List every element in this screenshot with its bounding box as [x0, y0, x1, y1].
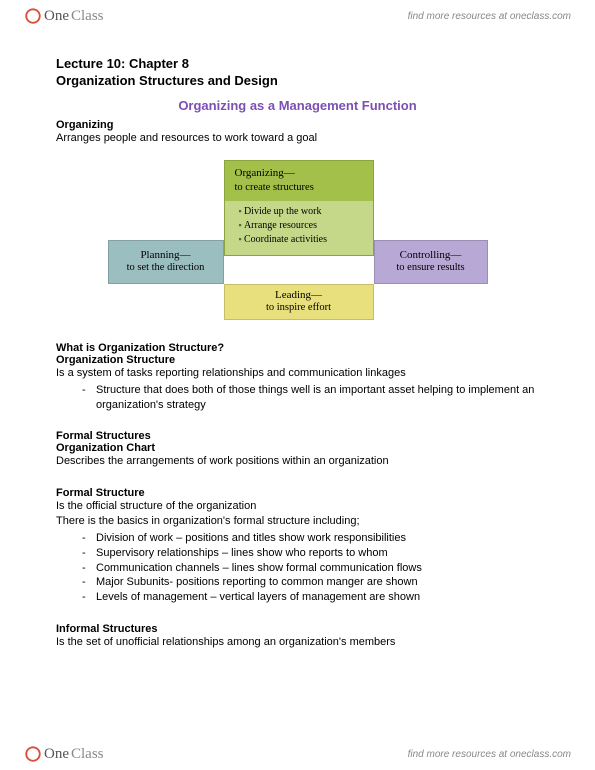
lecture-subtitle: Organization Structures and Design — [56, 73, 539, 88]
formal-bullet: Communication channels – lines show form… — [96, 561, 539, 576]
brand-logo: OneClass — [24, 7, 104, 25]
what-is-head: What is Organization Structure? — [56, 342, 539, 354]
organizing-item: Divide up the work — [239, 205, 363, 219]
organizing-head: Organizing — [56, 119, 539, 131]
organizing-body: Arranges people and resources to work to… — [56, 131, 539, 146]
informal-body: Is the set of unofficial relationships a… — [56, 635, 539, 650]
formal-structures-head: Formal Structures — [56, 430, 539, 442]
header-tagline: find more resources at oneclass.com — [408, 11, 571, 22]
formal-structure-body1: Is the official structure of the organiz… — [56, 499, 539, 514]
leading-box-sub: to inspire effort — [225, 302, 373, 315]
planning-box-sub: to set the direction — [109, 262, 223, 275]
formal-structure-head: Formal Structure — [56, 487, 539, 499]
formal-bullet: Supervisory relationships – lines show w… — [96, 546, 539, 561]
planning-box-title: Planning— — [109, 249, 223, 262]
org-structure-body: Is a system of tasks reporting relations… — [56, 366, 539, 381]
diagram-box-leading: Leading— to inspire effort — [224, 284, 374, 320]
logo-text-class: Class — [71, 8, 104, 25]
formal-bullet: Levels of management – vertical layers o… — [96, 590, 539, 605]
diagram-container: Organizing— to create structures Divide … — [56, 160, 539, 320]
logo-text-class: Class — [71, 746, 104, 763]
page-header: OneClass find more resources at oneclass… — [0, 0, 595, 32]
diagram-box-organizing: Organizing— to create structures Divide … — [224, 160, 374, 256]
footer-tagline: find more resources at oneclass.com — [408, 749, 571, 760]
org-structure-head: Organization Structure — [56, 354, 539, 366]
diagram-box-controlling: Controlling— to ensure results — [374, 240, 488, 284]
leading-box-title: Leading— — [225, 289, 373, 302]
logo-text-one: One — [44, 746, 69, 763]
org-structure-bullet: Structure that does both of those things… — [96, 383, 539, 413]
management-functions-diagram: Organizing— to create structures Divide … — [108, 160, 488, 320]
formal-structure-body2: There is the basics in organization's fo… — [56, 514, 539, 529]
logo-icon — [24, 745, 42, 763]
organizing-box-title: Organizing— — [225, 161, 373, 182]
page-footer: OneClass find more resources at oneclass… — [0, 738, 595, 770]
organizing-item: Arrange resources — [239, 219, 363, 233]
section-heading-purple: Organizing as a Management Function — [56, 98, 539, 113]
logo-text-one: One — [44, 8, 69, 25]
brand-logo-footer: OneClass — [24, 745, 104, 763]
org-chart-body: Describes the arrangements of work posit… — [56, 454, 539, 469]
diagram-box-planning: Planning— to set the direction — [108, 240, 224, 284]
organizing-item: Coordinate activities — [239, 233, 363, 247]
organizing-box-body: Divide up the work Arrange resources Coo… — [225, 201, 373, 255]
informal-head: Informal Structures — [56, 623, 539, 635]
controlling-box-title: Controlling— — [375, 249, 487, 262]
formal-bullet: Division of work – positions and titles … — [96, 531, 539, 546]
organizing-box-sub: to create structures — [225, 182, 373, 201]
logo-icon — [24, 7, 42, 25]
controlling-box-sub: to ensure results — [375, 262, 487, 275]
lecture-title: Lecture 10: Chapter 8 — [56, 56, 539, 71]
formal-bullet: Major Subunits- positions reporting to c… — [96, 575, 539, 590]
org-chart-head: Organization Chart — [56, 442, 539, 454]
document-body: Lecture 10: Chapter 8 Organization Struc… — [0, 32, 595, 690]
